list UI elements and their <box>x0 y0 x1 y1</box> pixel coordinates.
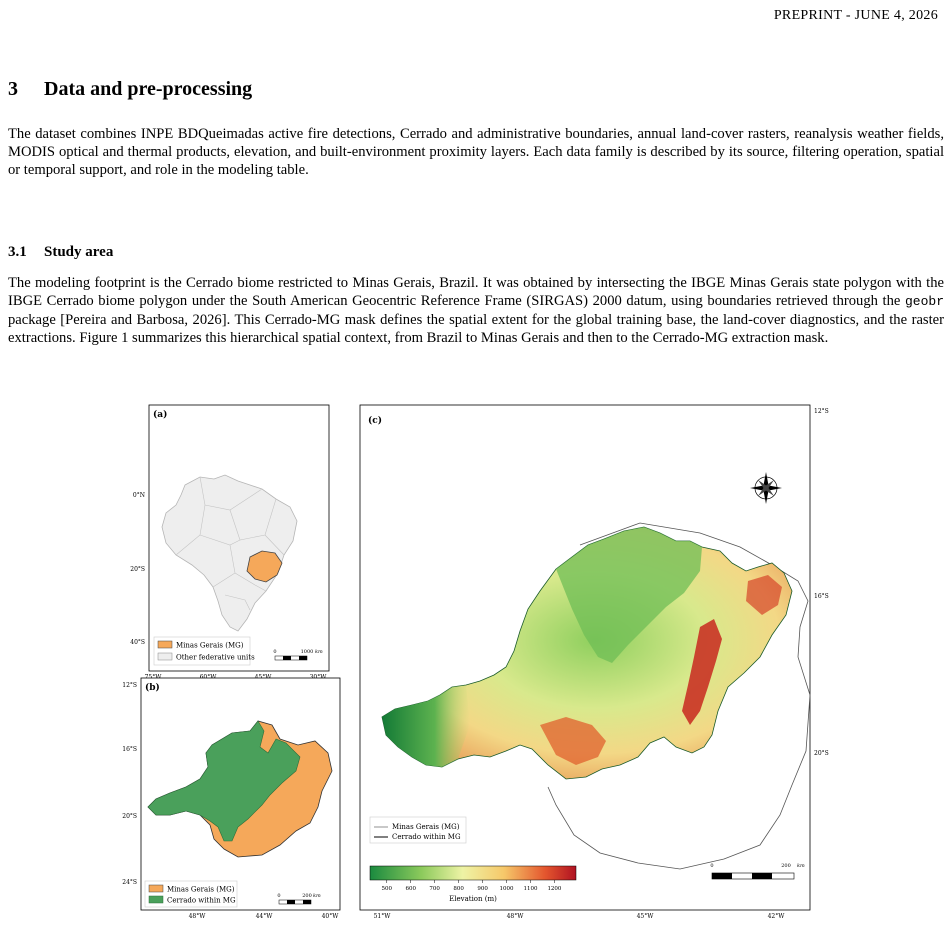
package-name: geobr <box>904 294 944 309</box>
panel-a-scale-1: 1000 <box>301 649 314 655</box>
compass-rose-icon <box>750 472 782 504</box>
colorbar-ticks: 500 600 700 800 900 1000 1100 1200 <box>382 880 562 892</box>
panel-a-lat-tick-0: 0°N <box>133 492 145 499</box>
panel-a-lat-tick-1: 20°S <box>130 566 145 573</box>
panel-a-label: (a) <box>153 409 167 420</box>
panel-c-lon-tick-0: 51°W <box>374 913 392 920</box>
panel-c: (c) 12°S 16°S 20°S 51°W 48°W 45°W 42°W <box>359 404 829 920</box>
panel-c-scale-0: 0 <box>710 863 713 869</box>
panel-a-legend-other: Other federative units <box>176 654 255 662</box>
panel-a-lon-tick-2: 45°W <box>255 674 273 681</box>
subsection-number: 3.1 <box>8 244 27 260</box>
panel-c-scale-1: 200 <box>781 863 791 869</box>
panel-a-lon-tick-1: 60°W <box>200 674 218 681</box>
north-green-relief <box>556 527 702 663</box>
panel-c-lat-tick-0: 12°S <box>814 408 829 415</box>
colorbar-tick-label: 900 <box>477 886 488 892</box>
northeast-red-relief <box>746 575 782 615</box>
panel-c-mg-outline <box>547 522 811 870</box>
colorbar-tick-label: 1200 <box>547 886 561 892</box>
section-number: 3 <box>8 78 18 100</box>
subsection-heading: 3.1 Study area <box>8 244 113 261</box>
colorbar-tick-label: 500 <box>382 886 393 892</box>
para-text-2: package [Pereira and Barbosa, 2026]. Thi… <box>8 312 944 346</box>
colorbar-tick-label: 800 <box>453 886 464 892</box>
panel-b-scale-1: 200 <box>302 893 312 899</box>
panel-b-lon-tick-1: 44°W <box>256 913 274 920</box>
colorbar-tick-label: 1100 <box>523 886 537 892</box>
panel-b: (b) 12°S 16°S 20°S 24°S 48°W 44°W 40°W M… <box>122 677 341 920</box>
panel-a-lon-tick-3: 30°W <box>310 674 328 681</box>
colorbar-tick-label: 700 <box>429 886 440 892</box>
panel-b-legend-cerrado: Cerrado within MG <box>167 897 236 905</box>
panel-b-scale-unit: km <box>313 893 321 899</box>
panel-c-legend: Minas Gerais (MG) Cerrado within MG <box>369 816 467 844</box>
panel-a-scalebar: 0 1000 km <box>273 649 323 661</box>
panel-a-legend: Minas Gerais (MG) Other federative units <box>153 636 255 666</box>
panel-c-lon-tick-3: 42°W <box>768 913 786 920</box>
panel-a-scale-0: 0 <box>273 649 276 655</box>
panel-a-scale-unit: km <box>315 649 323 655</box>
panel-c-lat-tick-1: 16°S <box>814 593 829 600</box>
panel-a-lon-tick-0: 75°W <box>145 674 163 681</box>
section-heading: 3 Data and pre-processing <box>8 78 252 101</box>
western-lowland-relief <box>382 685 470 767</box>
panel-b-lat-tick-3: 24°S <box>122 879 137 886</box>
panel-c-lon-tick-2: 45°W <box>637 913 655 920</box>
panel-b-lon-tick-2: 40°W <box>322 913 340 920</box>
panel-a-lat-tick-2: 40°S <box>130 639 145 646</box>
panel-b-lon-tick-0: 48°W <box>189 913 207 920</box>
south-red-relief <box>540 717 606 765</box>
intro-paragraph: The dataset combines INPE BDQueimadas ac… <box>8 126 944 178</box>
panel-c-label: (c) <box>368 415 382 426</box>
panel-b-label: (b) <box>145 682 160 693</box>
panel-c-lat-tick-2: 20°S <box>814 750 829 757</box>
panel-a-legend-mg: Minas Gerais (MG) <box>176 642 244 650</box>
panel-c-scale-unit: km <box>797 863 805 869</box>
colorbar-tick-label: 600 <box>405 886 416 892</box>
panel-b-lat-tick-0: 12°S <box>122 682 137 689</box>
colorbar-label: Elevation (m) <box>449 895 497 903</box>
panel-c-legend-cerrado: Cerrado within MG <box>392 833 461 841</box>
east-red-relief <box>682 619 722 725</box>
panel-b-legend-mg: Minas Gerais (MG) <box>167 886 235 894</box>
section-title: Data and pre-processing <box>44 78 253 100</box>
panel-b-scalebar: 0 200 km <box>277 893 321 905</box>
study-area-paragraph: The modeling footprint is the Cerrado bi… <box>8 274 944 347</box>
panel-c-lon-tick-1: 48°W <box>507 913 525 920</box>
panel-b-lat-tick-2: 20°S <box>122 813 137 820</box>
figure-1: (a) 0°N 20°S 40°S 75°W 60°W 45°W 30°W Mi… <box>122 404 829 920</box>
state-borders <box>175 476 285 611</box>
brazil-map <box>161 474 298 632</box>
panel-b-scale-0: 0 <box>277 893 280 899</box>
panel-a: (a) 0°N 20°S 40°S 75°W 60°W 45°W 30°W Mi… <box>130 404 330 681</box>
panel-b-legend: Minas Gerais (MG) Cerrado within MG <box>144 880 238 908</box>
colorbar-tick-label: 1000 <box>500 886 514 892</box>
panel-b-lat-tick-1: 16°S <box>122 746 137 753</box>
cerrado-within-mg-polygon <box>147 720 301 842</box>
running-header: PREPRINT - JUNE 4, 2026 <box>773 8 938 23</box>
para-text-1: The modeling footprint is the Cerrado bi… <box>8 275 944 309</box>
panel-c-scalebar: 0 200 km <box>710 863 805 880</box>
panel-c-legend-mg: Minas Gerais (MG) <box>392 823 460 831</box>
elevation-colorbar: 500 600 700 800 900 1000 1100 1200 Elevation (m… <box>369 865 577 903</box>
minas-gerais-small <box>246 550 283 583</box>
subsection-title: Study area <box>44 244 114 260</box>
